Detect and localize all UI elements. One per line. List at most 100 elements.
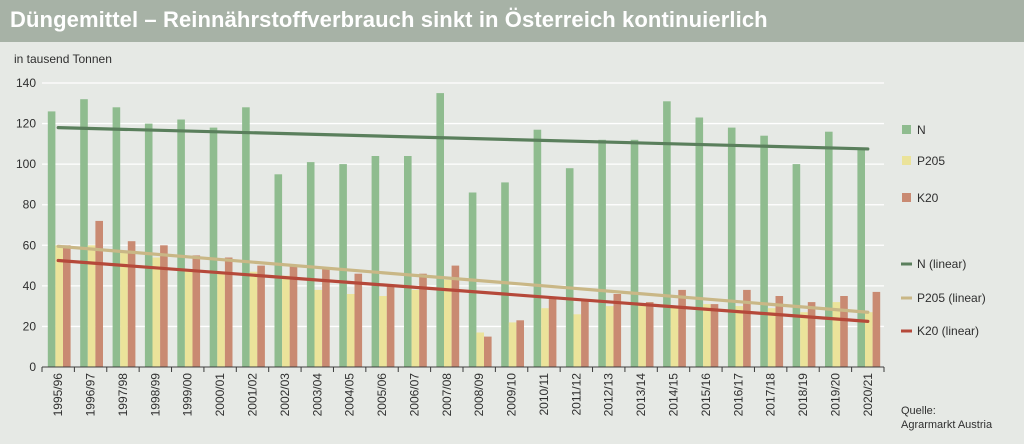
trendline xyxy=(56,258,870,323)
x-tick-label: 2015/16 xyxy=(699,373,713,417)
x-tick-label: 2014/15 xyxy=(667,373,681,417)
bar-p205 xyxy=(249,271,258,367)
bar-p205 xyxy=(282,275,290,367)
y-tick-label: 140 xyxy=(16,76,36,90)
x-tick-label: 2008/09 xyxy=(472,373,486,417)
x-tick-label: 1997/98 xyxy=(116,373,130,417)
bar-k20 xyxy=(224,257,233,367)
bar-k20 xyxy=(386,285,395,367)
bar-k20 xyxy=(127,241,136,367)
bar-k20 xyxy=(63,245,71,367)
y-axis-unit-label: in tausend Tonnen xyxy=(14,52,112,66)
bar-p205 xyxy=(800,312,808,367)
x-tick-label: 2010/11 xyxy=(537,373,551,416)
x-tick-label: 2004/05 xyxy=(343,373,357,417)
bar-p205 xyxy=(314,289,323,367)
y-axis-ticks: 0 20 40 60 80 100 120 140 xyxy=(16,76,36,374)
x-tick-label: 1999/00 xyxy=(181,373,195,417)
bar-n xyxy=(695,117,704,367)
bar-n xyxy=(857,149,865,367)
x-tick-label: 1995/96 xyxy=(51,373,65,417)
source-name: Agrarmarkt Austria xyxy=(901,419,993,431)
bar-p205 xyxy=(703,304,711,367)
bar-k20 xyxy=(322,267,330,367)
x-tick-label: 2012/13 xyxy=(602,373,616,417)
x-tick-label: 2002/03 xyxy=(278,373,292,417)
bar-n xyxy=(565,168,574,367)
bar-p205 xyxy=(832,302,841,367)
y-tick-label: 20 xyxy=(23,319,37,333)
legend-label: K20 (linear) xyxy=(917,324,979,338)
bar-k20 xyxy=(354,273,363,367)
bar-p205 xyxy=(55,245,63,367)
bar-p205 xyxy=(411,289,420,367)
legend-label: K20 xyxy=(917,191,939,205)
bar-n xyxy=(209,127,218,367)
bar-k20 xyxy=(872,291,881,367)
bar-p205 xyxy=(670,306,679,367)
bar-p205 xyxy=(541,308,549,367)
bar-k20 xyxy=(840,296,848,367)
source-label: Quelle: xyxy=(901,405,936,417)
bar-n xyxy=(112,107,121,368)
legend-label: P205 xyxy=(917,154,945,168)
bar-n xyxy=(371,156,380,367)
bar-n xyxy=(792,164,801,367)
bar-k20 xyxy=(516,320,524,367)
bar-p205 xyxy=(573,314,582,367)
bar-k20 xyxy=(710,304,719,367)
bar-p205 xyxy=(87,245,96,367)
title-bar: Düngemittel – Reinnährstoffverbrauch sin… xyxy=(0,0,1024,42)
legend-swatch-k20 xyxy=(902,193,911,202)
x-tick-label: 2017/18 xyxy=(764,373,778,417)
bar-n xyxy=(80,99,88,367)
bar-n xyxy=(663,101,671,368)
bar-p205 xyxy=(152,257,161,367)
y-tick-label: 40 xyxy=(23,279,37,293)
bar-n xyxy=(630,139,639,367)
bar-k20 xyxy=(743,289,751,367)
bar-p205 xyxy=(184,269,193,367)
bar-p205 xyxy=(735,306,744,367)
chart-title: Düngemittel – Reinnährstoffverbrauch sin… xyxy=(10,7,768,32)
gridlines xyxy=(42,82,884,368)
bar-p205 xyxy=(508,322,517,367)
y-tick-label: 120 xyxy=(16,117,36,131)
x-axis: 1995/96 1996/97 1997/98 1998/99 1999/00 2000/… xyxy=(41,366,885,417)
bar-p205 xyxy=(638,304,646,367)
x-tick-label: 2020/21 xyxy=(861,373,875,417)
legend-swatch-n xyxy=(902,125,911,134)
bar-k20 xyxy=(581,300,589,367)
bar-k20 xyxy=(775,296,784,367)
trend-lines xyxy=(56,126,870,323)
y-tick-label: 60 xyxy=(23,238,37,252)
bar-n xyxy=(533,129,542,367)
legend-label: P205 (linear) xyxy=(917,291,986,305)
bar-k20 xyxy=(192,255,201,367)
x-tick-label: 2000/01 xyxy=(213,373,227,417)
trendline xyxy=(56,126,870,151)
bar-k20 xyxy=(419,273,427,367)
y-tick-label: 80 xyxy=(23,198,37,212)
bar-n xyxy=(727,127,736,367)
x-tick-label: 2013/14 xyxy=(634,373,648,417)
bar-p205 xyxy=(865,312,873,367)
x-tick-label: 2003/04 xyxy=(310,373,324,417)
legend-label: N xyxy=(917,123,926,137)
bar-k20 xyxy=(484,336,492,367)
x-tick-label: 1998/99 xyxy=(148,373,162,417)
x-tick-label: 2011/12 xyxy=(569,373,583,416)
trendline xyxy=(56,244,870,314)
bar-p205 xyxy=(217,271,225,367)
bar-k20 xyxy=(257,265,265,367)
x-tick-label: 2006/07 xyxy=(407,373,421,417)
bar-k20 xyxy=(451,265,460,367)
bar-p205 xyxy=(346,294,355,367)
x-tick-label: 1996/97 xyxy=(84,373,98,417)
bar-p205 xyxy=(605,306,614,367)
bar-p205 xyxy=(120,251,128,367)
bar-k20 xyxy=(613,294,622,367)
bar-k20 xyxy=(678,289,686,367)
x-tick-label: 2005/06 xyxy=(375,373,389,417)
